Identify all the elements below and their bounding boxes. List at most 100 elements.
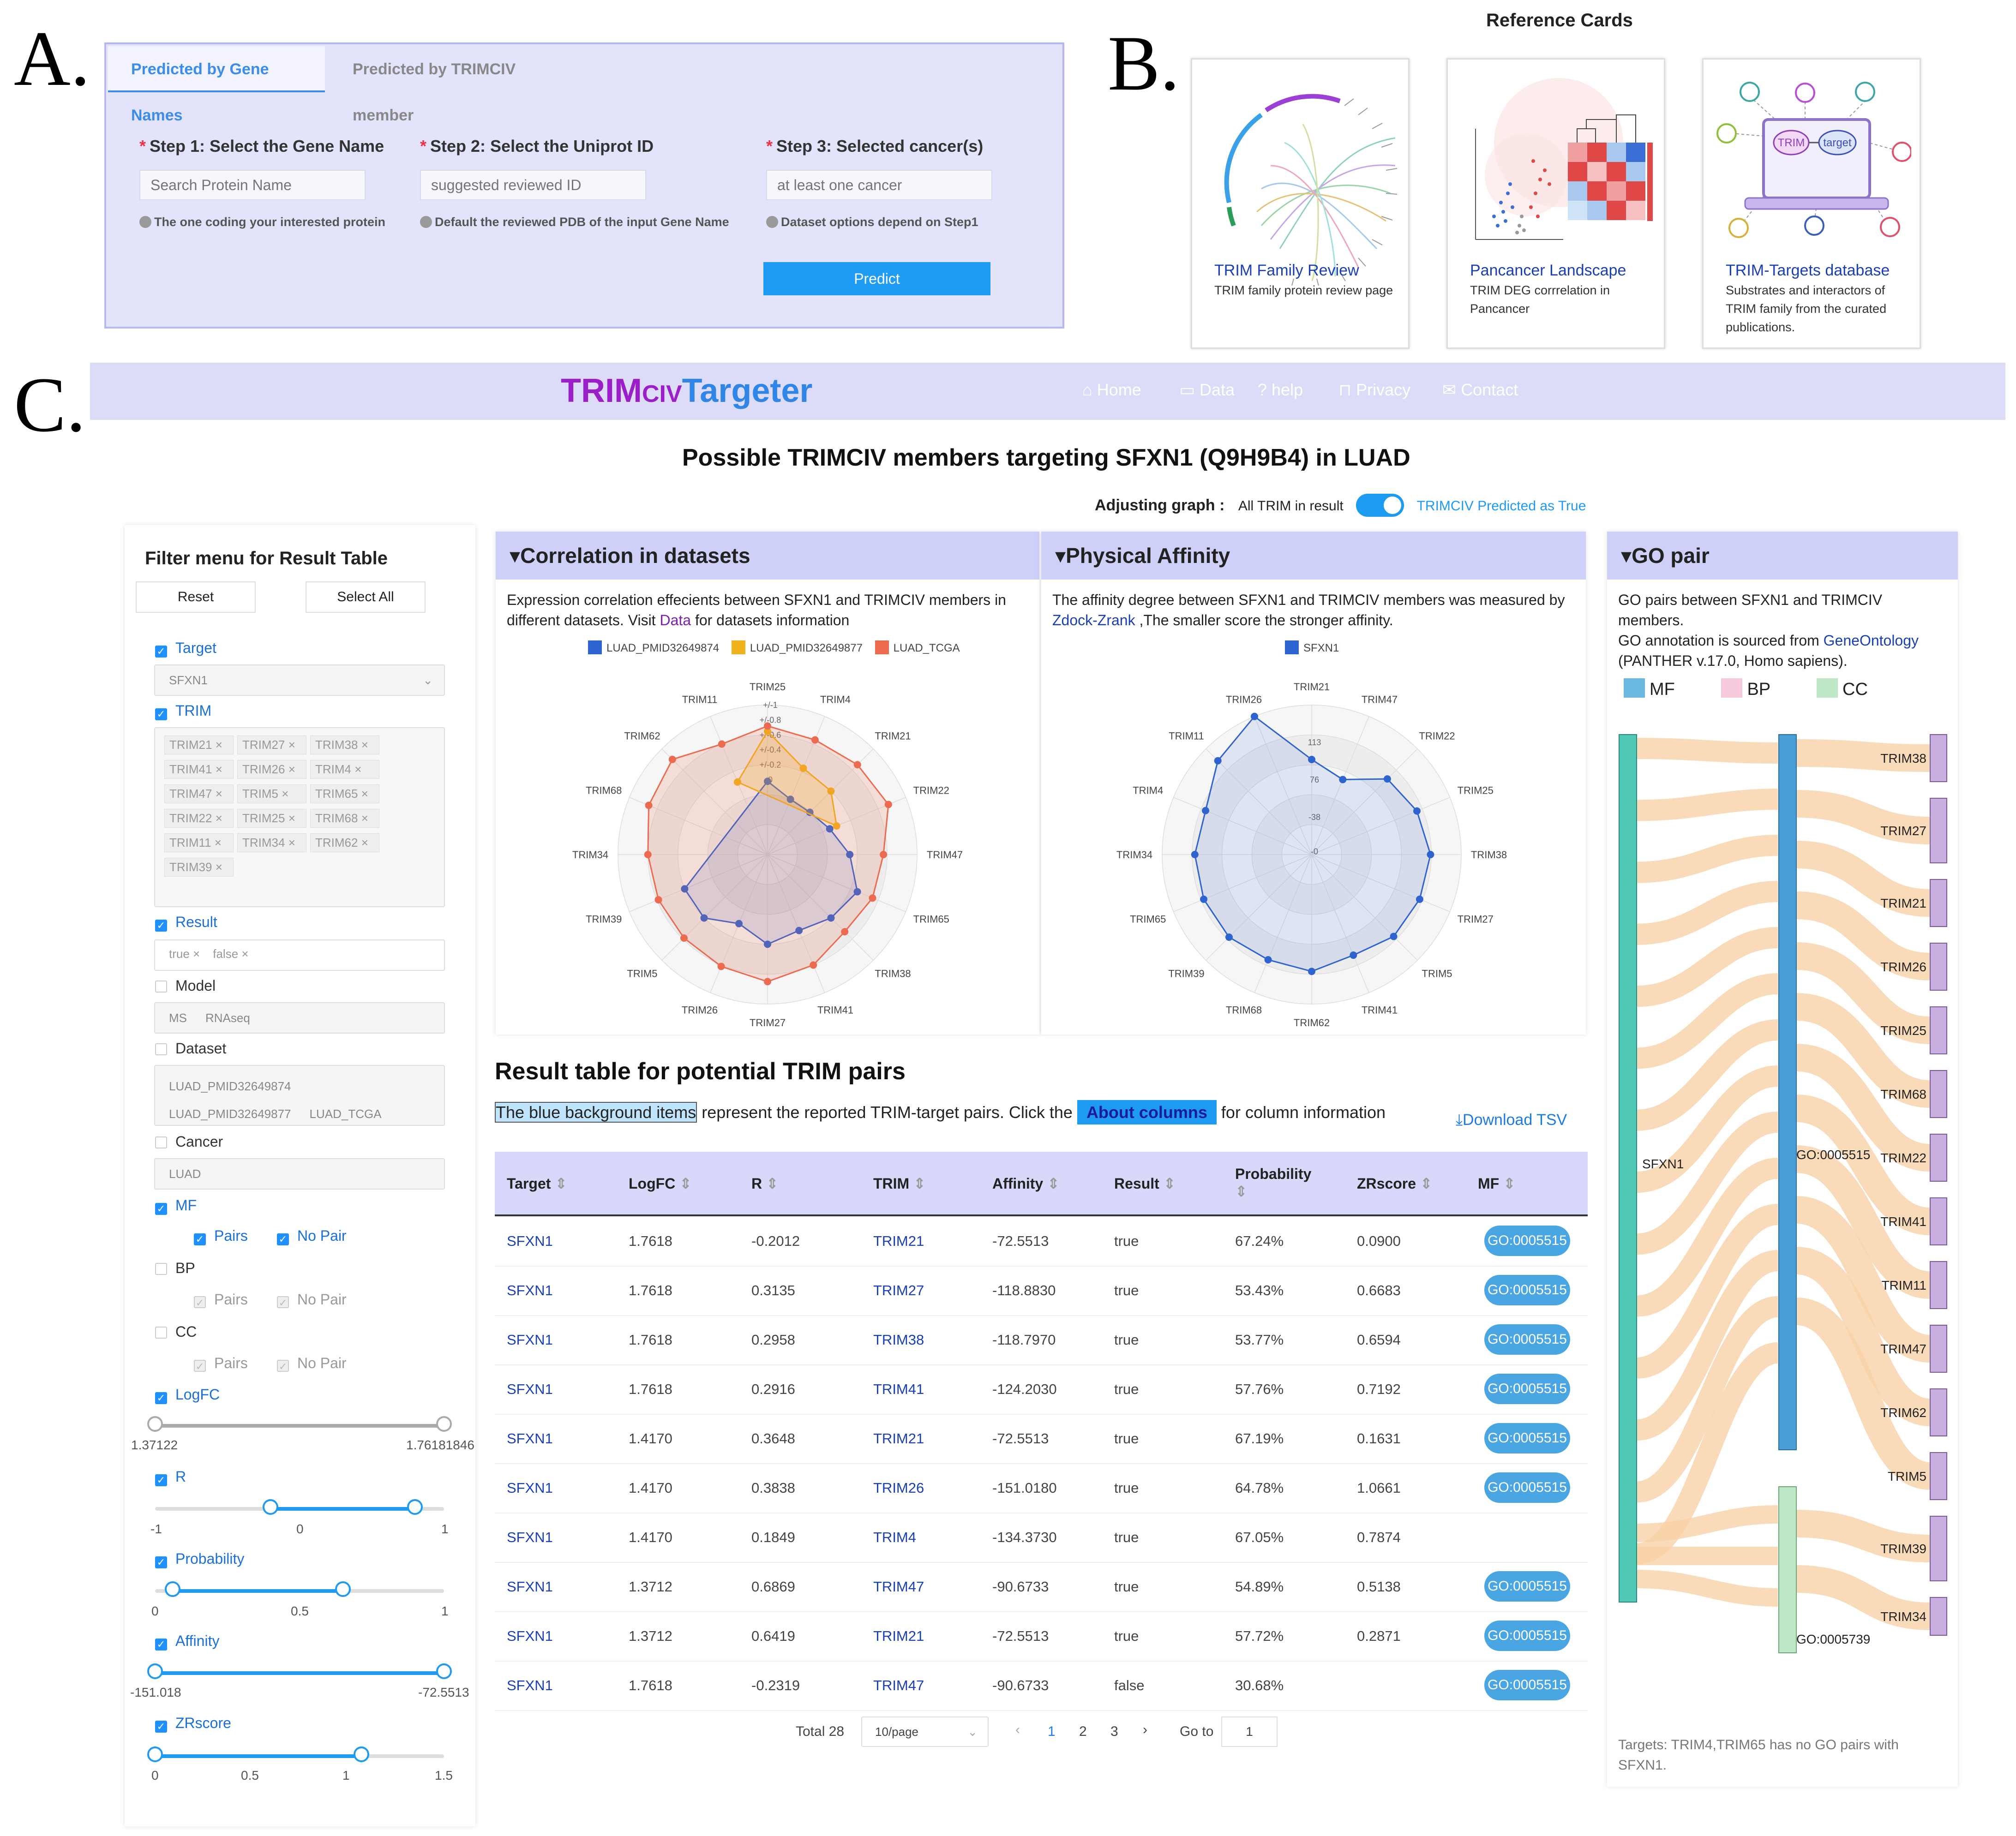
zrscore-filter-checkbox[interactable]: ✓ ZRscore [155,1715,231,1733]
cc-filter-checkbox[interactable]: CC [155,1323,197,1340]
trim-tag[interactable]: TRIM25 × [237,809,306,828]
sankey-go-node[interactable] [1778,734,1797,1450]
close-icon[interactable]: × [358,738,368,752]
column-header-logfc[interactable]: LogFC ⇕ [629,1175,692,1192]
table-row[interactable]: SFXN1 1.7618 0.3135 TRIM27 -118.8830 true 53.4… [495,1266,1588,1316]
trim-tag[interactable]: TRIM68 × [310,809,379,828]
close-icon[interactable]: × [285,738,295,752]
radar-point[interactable] [680,934,688,942]
logfc-range-slider[interactable] [147,1416,452,1432]
go-term-badge[interactable]: GO:0005515 [1484,1423,1570,1453]
target-select[interactable]: SFXN1 ⌄ [154,664,445,696]
target-link[interactable]: SFXN1 [507,1628,553,1644]
sankey-target-node[interactable] [1930,798,1947,863]
radar-point[interactable] [827,914,835,922]
trim-multiselect[interactable]: TRIM21 × TRIM27 × TRIM38 × TRIM41 × TRIM26 ×… [154,727,445,907]
slider-max-handle[interactable] [436,1663,452,1679]
trim-tag[interactable]: TRIM38 × [310,736,379,754]
radar-point[interactable] [681,885,689,893]
radar-point[interactable] [1416,895,1423,903]
radar-point[interactable] [1225,933,1233,941]
dataset-filter-checkbox[interactable]: Dataset [155,1040,226,1057]
radar-point[interactable] [764,777,771,785]
trim-tag[interactable]: TRIM41 × [164,760,234,779]
cc-pairs-checkbox[interactable]: ✓ Pairs [194,1355,248,1372]
go-term-badge[interactable]: GO:0005515 [1484,1571,1570,1602]
radar-point[interactable] [735,920,743,927]
slider-track[interactable] [155,1581,444,1597]
legend-label[interactable]: MF [1650,680,1675,699]
trim-tag[interactable]: TRIM11 × [164,833,234,852]
predict-button[interactable]: Predict [763,262,990,295]
sankey-target-node[interactable] [1930,1134,1947,1182]
page-2[interactable]: 2 [1079,1724,1087,1739]
probability-filter-checkbox[interactable]: ✓ Probability [155,1550,244,1568]
close-icon[interactable]: × [358,836,368,849]
sankey-target-node[interactable] [1930,879,1947,927]
model-select[interactable]: MS RNAseq [154,1002,445,1034]
go-term-badge[interactable]: GO:0005515 [1484,1275,1570,1305]
target-link[interactable]: SFXN1 [507,1677,553,1693]
go-term-badge[interactable]: GO:0005515 [1484,1324,1570,1355]
adjust-graph-toggle[interactable] [1356,494,1404,517]
radar-point[interactable] [1339,776,1347,783]
close-icon[interactable]: × [285,762,295,776]
go-term-badge[interactable]: GO:0005515 [1484,1621,1570,1651]
trim-link[interactable]: TRIM21 [873,1628,924,1644]
slider-min-handle[interactable] [164,1581,180,1597]
sankey-target-node[interactable] [1930,1197,1947,1245]
radar-point[interactable] [827,787,835,795]
gene-name-input[interactable] [139,170,366,200]
radar-point[interactable] [1413,807,1421,815]
probability-range-slider[interactable] [155,1581,444,1597]
sankey-target-node[interactable] [1930,1452,1947,1500]
trim-tag[interactable]: TRIM39 × [164,858,234,877]
column-header-mf[interactable]: MF ⇕ [1478,1175,1516,1192]
tab-trimciv-member[interactable]: Predicted by TRIMCIV member [353,60,516,124]
close-icon[interactable]: × [285,811,295,825]
zrscore-range-slider[interactable] [147,1746,444,1762]
card-title[interactable]: TRIM-Targets database [1726,262,1890,279]
radar-point[interactable] [717,963,725,970]
trim-tag[interactable]: TRIM4 × [310,760,379,779]
page-1[interactable]: 1 [1048,1724,1056,1739]
radar-point[interactable] [1427,851,1434,858]
logfc-filter-checkbox[interactable]: ✓ LogFC [155,1386,220,1404]
result-tag[interactable]: false × [208,945,253,963]
sankey-target-node[interactable] [1930,1006,1947,1054]
goto-page-input[interactable] [1221,1716,1278,1747]
go-term-badge[interactable]: GO:0005515 [1484,1472,1570,1503]
card-pancancer-landscape[interactable]: Pancancer Landscape TRIM DEG corrrelatio… [1446,58,1665,349]
zdock-link[interactable]: Zdock-Zrank [1052,612,1135,628]
slider-track[interactable] [147,1663,452,1679]
nav-data[interactable]: ▭ Data [1179,380,1235,399]
card-title[interactable]: TRIM Family Review [1214,262,1359,279]
radar-point[interactable] [795,927,803,934]
slider-min-handle[interactable] [147,1746,163,1762]
trim-link[interactable]: TRIM26 [873,1480,924,1496]
geneontology-link[interactable]: GeneOntology [1823,632,1919,649]
page-3[interactable]: 3 [1110,1724,1118,1739]
target-link[interactable]: SFXN1 [507,1430,553,1447]
radar-point[interactable] [841,928,849,936]
trim-tag[interactable]: TRIM26 × [237,760,306,779]
result-tag[interactable]: true × [164,945,205,963]
correlation-card-header[interactable]: ▾Correlation in datasets [496,532,1039,580]
table-row[interactable]: SFXN1 1.4170 0.3838 TRIM26 -151.0180 true 64.7… [495,1463,1588,1513]
slider-max-handle[interactable] [335,1581,351,1597]
radar-point[interactable] [1191,851,1199,858]
slider-track[interactable] [155,1499,444,1515]
close-icon[interactable]: × [351,762,362,776]
cancer-filter-select[interactable]: LUAD [154,1158,445,1190]
column-header-zrscore[interactable]: ZRscore ⇕ [1357,1175,1433,1192]
go-pair-card-header[interactable]: ▾GO pair [1607,532,1958,580]
close-icon[interactable]: × [212,860,222,874]
result-multiselect[interactable]: true × false × [154,939,445,971]
radar-point[interactable] [645,801,653,809]
model-filter-checkbox[interactable]: Model [155,977,216,994]
radar-point[interactable] [1214,757,1222,765]
trim-link[interactable]: TRIM4 [873,1529,916,1545]
trim-tag[interactable]: TRIM21 × [164,736,234,754]
download-tsv-link[interactable]: ⤓Download TSV [1456,1111,1567,1129]
sankey-target-node[interactable] [1930,1070,1947,1118]
